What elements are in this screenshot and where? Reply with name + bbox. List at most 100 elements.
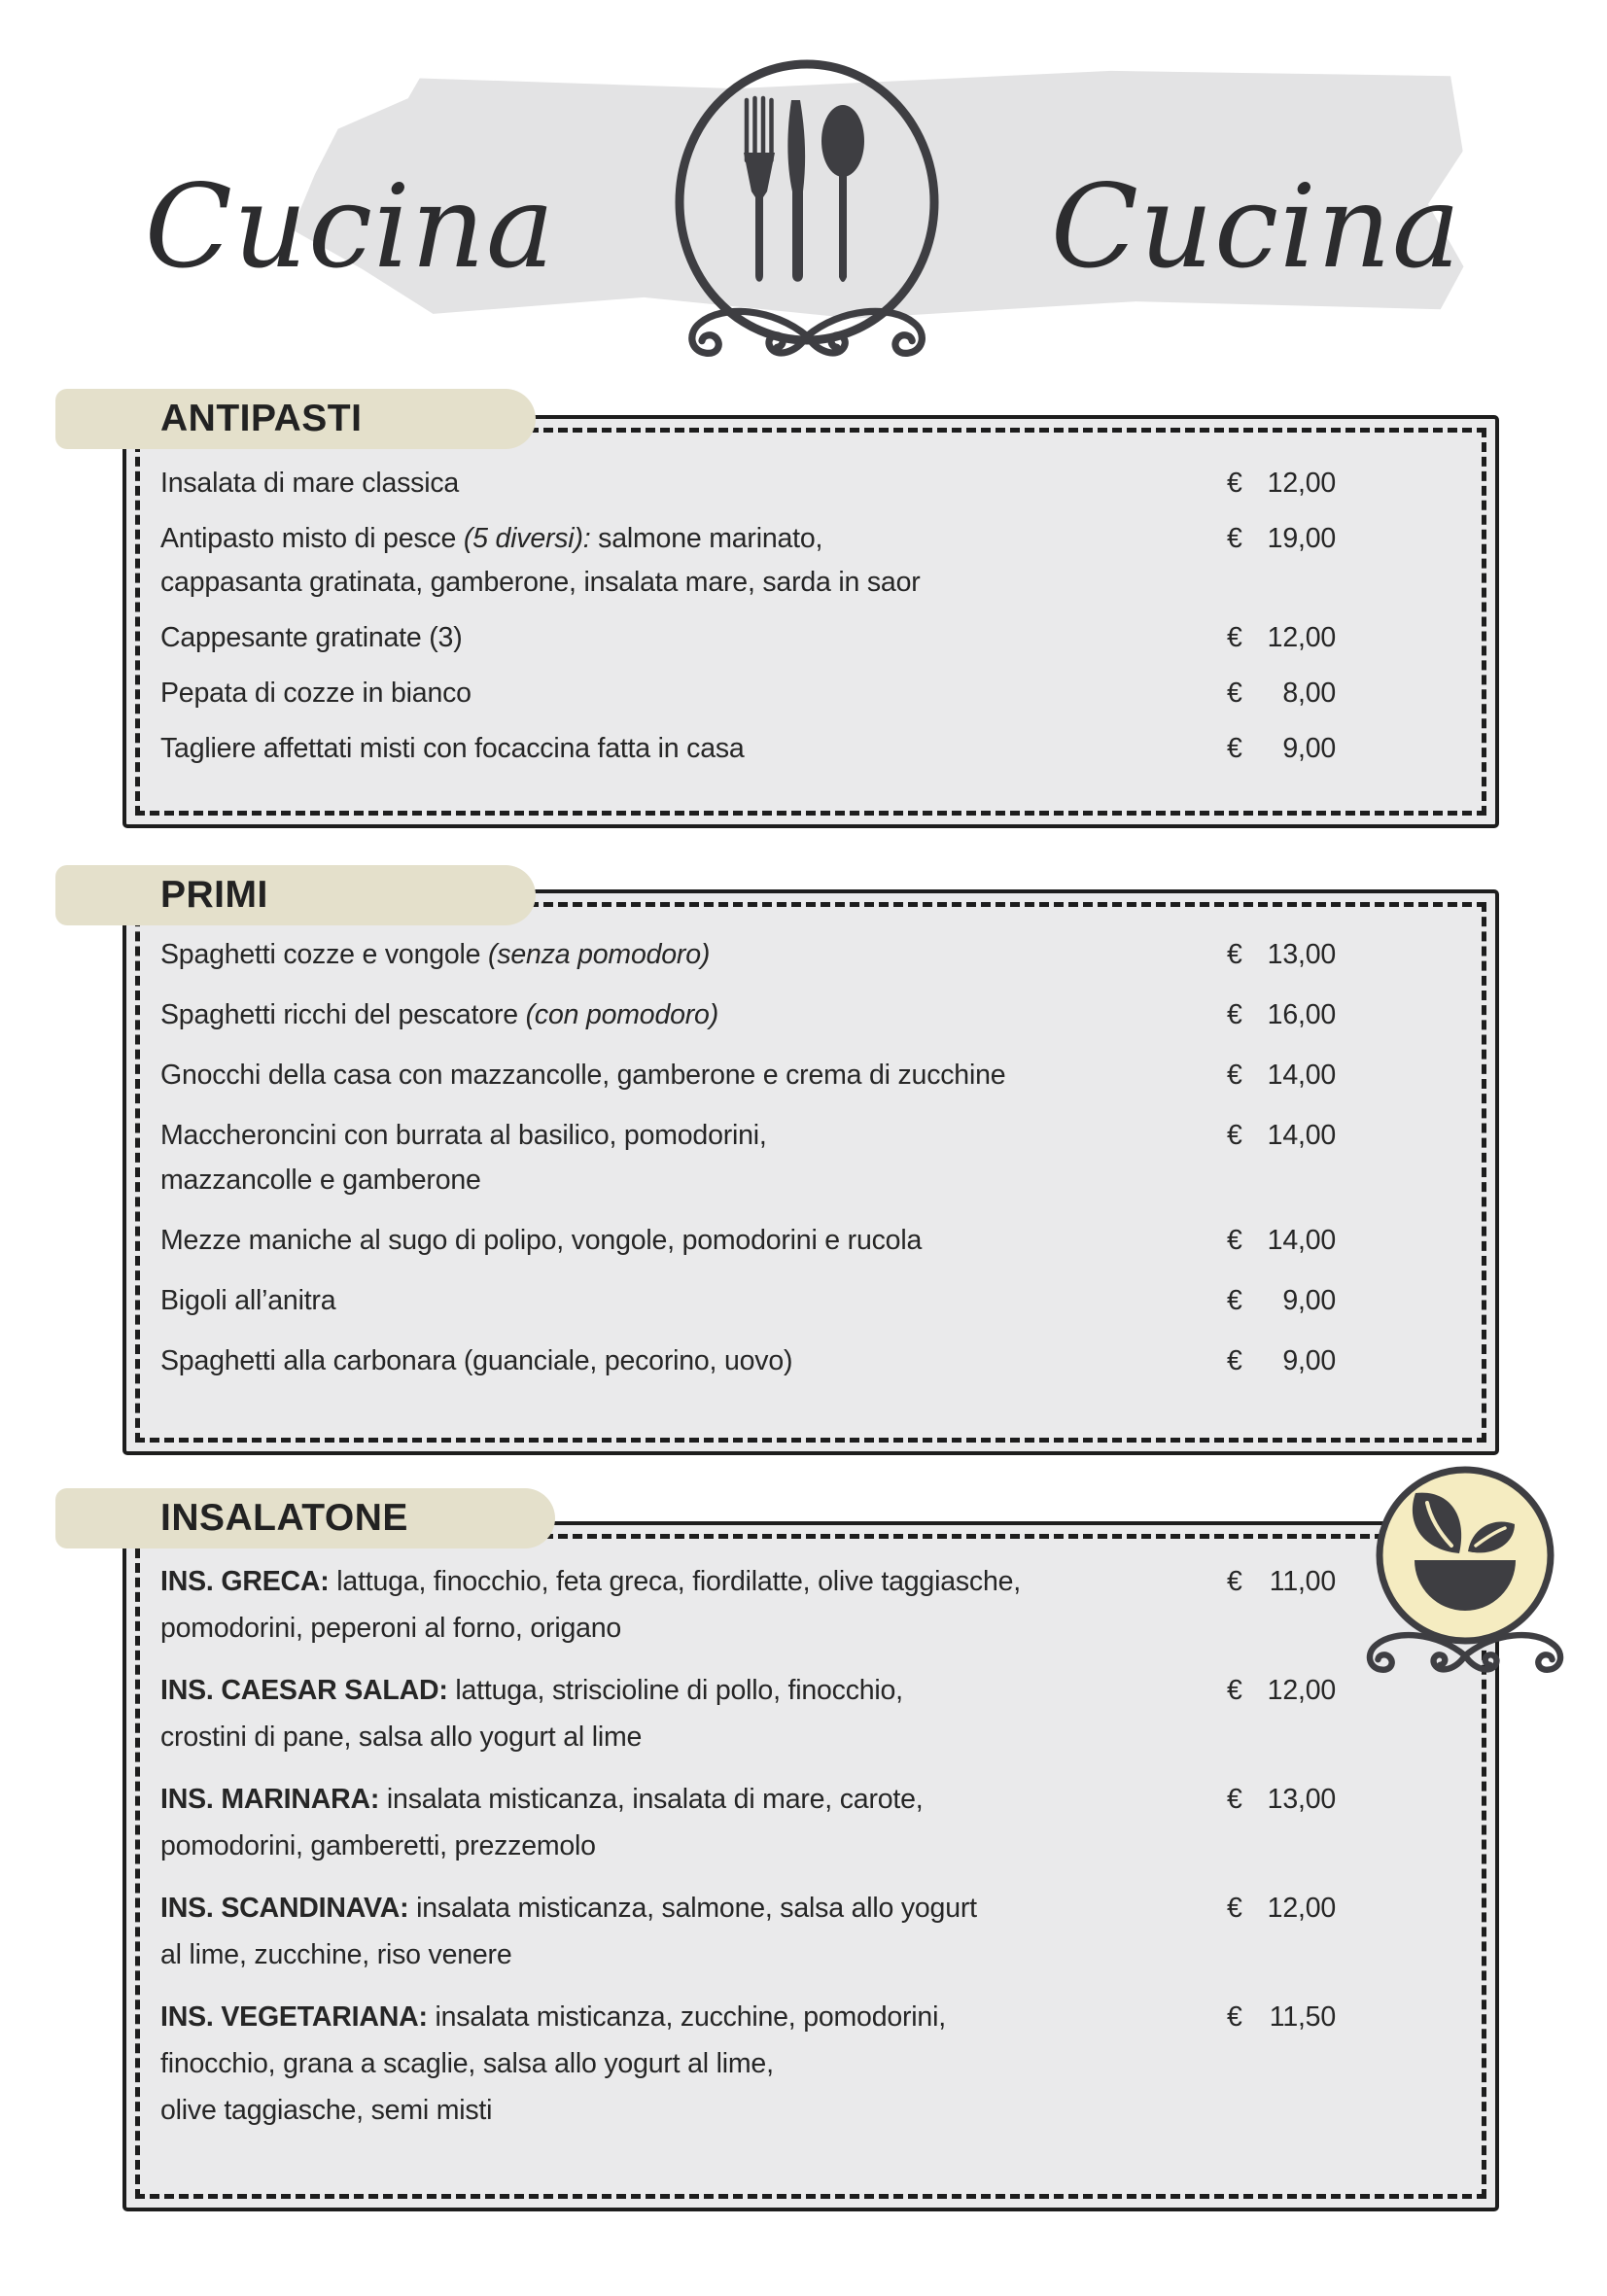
price: €11,00 <box>1227 1558 1336 1605</box>
section-title: INSALATONE <box>160 1497 408 1539</box>
section-tab-primi: PRIMI <box>55 865 536 925</box>
currency-symbol: € <box>1227 523 1242 554</box>
amount: 14,00 <box>1267 1060 1337 1091</box>
amount: 9,00 <box>1282 1345 1336 1376</box>
brand-title-left: Cucina <box>144 159 556 294</box>
currency-symbol: € <box>1227 1285 1242 1316</box>
price: €12,00 <box>1227 616 1336 660</box>
menu-item-text: Insalata di mare classica <box>160 468 460 499</box>
menu-item-text: Cappesante gratinate (3) <box>160 622 463 653</box>
amount: 13,00 <box>1267 1784 1337 1815</box>
menu-item: INS. MARINARA: insalata misticanza, insa… <box>160 1776 1336 1869</box>
currency-symbol: € <box>1227 1675 1242 1706</box>
section-title: ANTIPASTI <box>160 398 363 439</box>
currency-symbol: € <box>1227 1060 1242 1091</box>
fork-knife-spoon-icon <box>675 59 939 357</box>
currency-symbol: € <box>1227 1566 1242 1597</box>
amount: 14,00 <box>1267 1120 1337 1151</box>
section-box-antipasti: Insalata di mare classica €12,00 Antipas… <box>122 415 1499 828</box>
menu-item-text: Spaghetti ricchi del pescatore (con pomo… <box>160 999 718 1030</box>
price: €16,00 <box>1227 992 1336 1037</box>
currency-symbol: € <box>1227 1345 1242 1376</box>
currency-symbol: € <box>1227 1225 1242 1256</box>
section-items: Spaghetti cozze e vongole (senza pomodor… <box>135 902 1486 1443</box>
menu-item: INS. CAESAR SALAD: lattuga, striscioline… <box>160 1667 1336 1760</box>
price: €12,00 <box>1227 1885 1336 1931</box>
section-title: PRIMI <box>160 874 268 916</box>
price: €9,00 <box>1227 727 1336 771</box>
menu-item: Pepata di cozze in bianco €8,00 <box>160 672 1336 715</box>
section-tab-antipasti: ANTIPASTI <box>55 389 536 449</box>
amount: 9,00 <box>1282 1285 1336 1316</box>
currency-symbol: € <box>1227 1784 1242 1815</box>
amount: 12,00 <box>1267 622 1337 653</box>
currency-symbol: € <box>1227 678 1242 709</box>
section-items: Insalata di mare classica €12,00 Antipas… <box>135 428 1486 816</box>
currency-symbol: € <box>1227 1893 1242 1924</box>
menu-item-text: Pepata di cozze in bianco <box>160 678 472 709</box>
currency-symbol: € <box>1227 733 1242 764</box>
section-box-primi: Spaghetti cozze e vongole (senza pomodor… <box>122 889 1499 1455</box>
price: €14,00 <box>1227 1113 1336 1158</box>
menu-item: Mezze maniche al sugo di polipo, vongole… <box>160 1218 1336 1263</box>
menu-item: Antipasto misto di pesce (5 diversi): sa… <box>160 517 1336 605</box>
amount: 8,00 <box>1282 678 1336 709</box>
menu-item: Cappesante gratinate (3) €12,00 <box>160 616 1336 660</box>
menu-item-text: Spaghetti alla carbonara (guanciale, pec… <box>160 1345 793 1376</box>
menu-item: INS. SCANDINAVA: insalata misticanza, sa… <box>160 1885 1336 1978</box>
amount: 13,00 <box>1267 939 1337 970</box>
amount: 16,00 <box>1267 999 1337 1030</box>
menu-item: Insalata di mare classica €12,00 <box>160 462 1336 505</box>
price: €9,00 <box>1227 1278 1336 1323</box>
section-items: INS. GRECA: lattuga, finocchio, feta gre… <box>135 1534 1486 2199</box>
flourish-ornament <box>1366 1632 1564 1673</box>
price: €13,00 <box>1227 932 1336 977</box>
menu-item-text: INS. MARINARA: insalata misticanza, insa… <box>160 1784 924 1861</box>
flourish-ornament <box>688 307 926 357</box>
menu-item-text: Antipasto misto di pesce (5 diversi): sa… <box>160 523 921 598</box>
menu-item: Spaghetti alla carbonara (guanciale, pec… <box>160 1339 1336 1383</box>
amount: 12,00 <box>1267 468 1337 499</box>
price: €14,00 <box>1227 1218 1336 1263</box>
menu-item: Gnocchi della casa con mazzancolle, gamb… <box>160 1053 1336 1097</box>
price: €8,00 <box>1227 672 1336 715</box>
menu-item-text: Tagliere affettati misti con focaccina f… <box>160 733 745 764</box>
menu-item-text: Gnocchi della casa con mazzancolle, gamb… <box>160 1060 1006 1091</box>
menu-item: Spaghetti ricchi del pescatore (con pomo… <box>160 992 1336 1037</box>
price: €13,00 <box>1227 1776 1336 1823</box>
salad-bowl-icon <box>1366 1466 1564 1673</box>
menu-item-text: INS. GRECA: lattuga, finocchio, feta gre… <box>160 1566 1021 1644</box>
price: €12,00 <box>1227 462 1336 505</box>
menu-item: Bigoli all’anitra €9,00 <box>160 1278 1336 1323</box>
currency-symbol: € <box>1227 999 1242 1030</box>
menu-item-text: Bigoli all’anitra <box>160 1285 336 1316</box>
menu-item: INS. GRECA: lattuga, finocchio, feta gre… <box>160 1558 1336 1652</box>
amount: 14,00 <box>1267 1225 1337 1256</box>
menu-item: Spaghetti cozze e vongole (senza pomodor… <box>160 932 1336 977</box>
section-box-insalatone: INS. GRECA: lattuga, finocchio, feta gre… <box>122 1521 1499 2211</box>
brand-title-right: Cucina <box>1050 159 1462 294</box>
currency-symbol: € <box>1227 1120 1242 1151</box>
price: €9,00 <box>1227 1339 1336 1383</box>
currency-symbol: € <box>1227 468 1242 499</box>
amount: 12,00 <box>1267 1893 1337 1924</box>
amount: 19,00 <box>1267 523 1337 554</box>
menu-item-text: Spaghetti cozze e vongole (senza pomodor… <box>160 939 711 970</box>
menu-item: Maccheroncini con burrata al basilico, p… <box>160 1113 1336 1202</box>
section-tab-insalatone: INSALATONE <box>55 1488 555 1548</box>
price: €14,00 <box>1227 1053 1336 1097</box>
amount: 11,50 <box>1269 2001 1336 2033</box>
menu-item-text: INS. CAESAR SALAD: lattuga, striscioline… <box>160 1675 903 1753</box>
price: €19,00 <box>1227 517 1336 561</box>
menu-item-text: INS. SCANDINAVA: insalata misticanza, sa… <box>160 1893 977 1970</box>
menu-item: Tagliere affettati misti con focaccina f… <box>160 727 1336 771</box>
price: €12,00 <box>1227 1667 1336 1714</box>
price: €11,50 <box>1227 1994 1336 2040</box>
menu-item-text: Mezze maniche al sugo di polipo, vongole… <box>160 1225 923 1256</box>
currency-symbol: € <box>1227 939 1242 970</box>
menu-item-text: INS. VEGETARIANA: insalata misticanza, z… <box>160 2001 946 2126</box>
menu-item-text: Maccheroncini con burrata al basilico, p… <box>160 1120 767 1196</box>
currency-symbol: € <box>1227 622 1242 653</box>
amount: 11,00 <box>1269 1566 1336 1597</box>
